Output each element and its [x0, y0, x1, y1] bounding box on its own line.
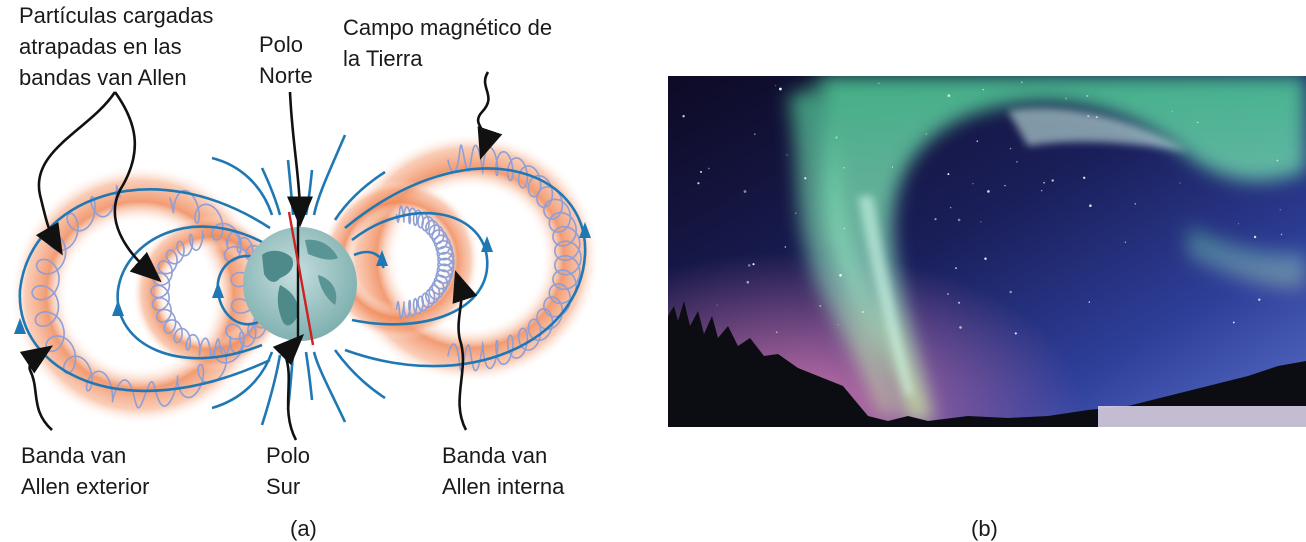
star	[950, 207, 952, 209]
star	[1232, 321, 1235, 324]
star	[1237, 223, 1240, 225]
star	[1196, 121, 1199, 124]
label-magnetic-field: Campo magnético de la Tierra	[343, 15, 553, 71]
star	[1089, 204, 1092, 208]
aurora-highlights	[858, 108, 1188, 396]
star	[984, 257, 987, 260]
star	[861, 310, 864, 314]
star	[775, 85, 777, 87]
star	[947, 293, 949, 295]
star	[716, 304, 718, 306]
pointer-arrows	[19, 71, 503, 441]
star	[972, 183, 974, 185]
star	[747, 264, 751, 267]
aurora-photo	[668, 76, 1306, 427]
caption-b: (b)	[971, 516, 998, 541]
star	[987, 190, 990, 193]
star	[804, 177, 807, 180]
label-outer-belt: Banda van Allen exterior	[21, 443, 150, 499]
star	[746, 280, 750, 284]
star	[843, 166, 845, 169]
star	[1014, 332, 1017, 335]
van-allen-belt-diagram	[10, 71, 600, 441]
caption-a: (a)	[290, 516, 317, 541]
star	[743, 190, 747, 193]
star	[1276, 159, 1279, 162]
star	[1051, 179, 1054, 182]
rotation-axis	[287, 211, 315, 346]
field-direction-arrows	[14, 222, 591, 334]
star	[1171, 110, 1174, 113]
star	[959, 326, 962, 329]
star	[784, 246, 787, 248]
star	[891, 166, 893, 168]
star	[1095, 116, 1098, 119]
star	[753, 133, 756, 136]
stars	[682, 81, 1283, 335]
star	[700, 170, 702, 173]
star	[794, 212, 797, 214]
star	[1083, 176, 1086, 179]
star	[786, 154, 788, 156]
label-inner-belt: Banda van Allen interna	[442, 443, 565, 499]
label-trapped-particles: Partículas cargadas atrapadas en las ban…	[19, 3, 214, 90]
star	[1124, 241, 1127, 243]
star	[1009, 147, 1012, 150]
aurora-curtain	[788, 76, 1306, 421]
particle-spiral	[31, 184, 259, 409]
star	[843, 227, 845, 229]
star	[982, 88, 984, 91]
star	[839, 274, 842, 277]
star	[1280, 233, 1283, 236]
label-north-pole: Polo Norte	[259, 32, 313, 88]
star	[1279, 209, 1281, 211]
star	[976, 140, 979, 143]
treeline	[668, 301, 1306, 427]
star	[1016, 161, 1018, 163]
star	[1179, 182, 1181, 184]
star	[1041, 190, 1043, 192]
star	[1065, 97, 1067, 100]
star	[835, 136, 838, 139]
star	[752, 263, 755, 266]
star	[1134, 203, 1137, 205]
star	[682, 115, 685, 118]
star	[955, 267, 957, 269]
star	[837, 324, 839, 326]
star	[708, 167, 710, 170]
star	[1009, 290, 1012, 294]
particle-spiral	[395, 205, 455, 319]
star	[947, 94, 951, 97]
star	[1021, 81, 1023, 84]
star	[934, 218, 937, 221]
star	[957, 218, 961, 222]
star	[697, 182, 700, 185]
star	[980, 221, 982, 223]
star	[878, 82, 880, 84]
star	[1086, 94, 1089, 97]
star	[1043, 182, 1045, 184]
star	[779, 87, 782, 91]
star	[1253, 235, 1257, 239]
star	[1088, 301, 1091, 303]
snow-ground	[1098, 406, 1306, 427]
star	[1258, 298, 1261, 301]
star	[1004, 184, 1006, 187]
label-south-pole: Polo Sur	[266, 443, 311, 499]
star	[958, 301, 961, 304]
star	[775, 331, 778, 334]
inner-belt-right	[320, 180, 480, 340]
star	[947, 173, 950, 176]
star	[1087, 114, 1090, 118]
earth-globe	[243, 227, 357, 341]
star	[925, 133, 928, 135]
star	[819, 304, 822, 307]
